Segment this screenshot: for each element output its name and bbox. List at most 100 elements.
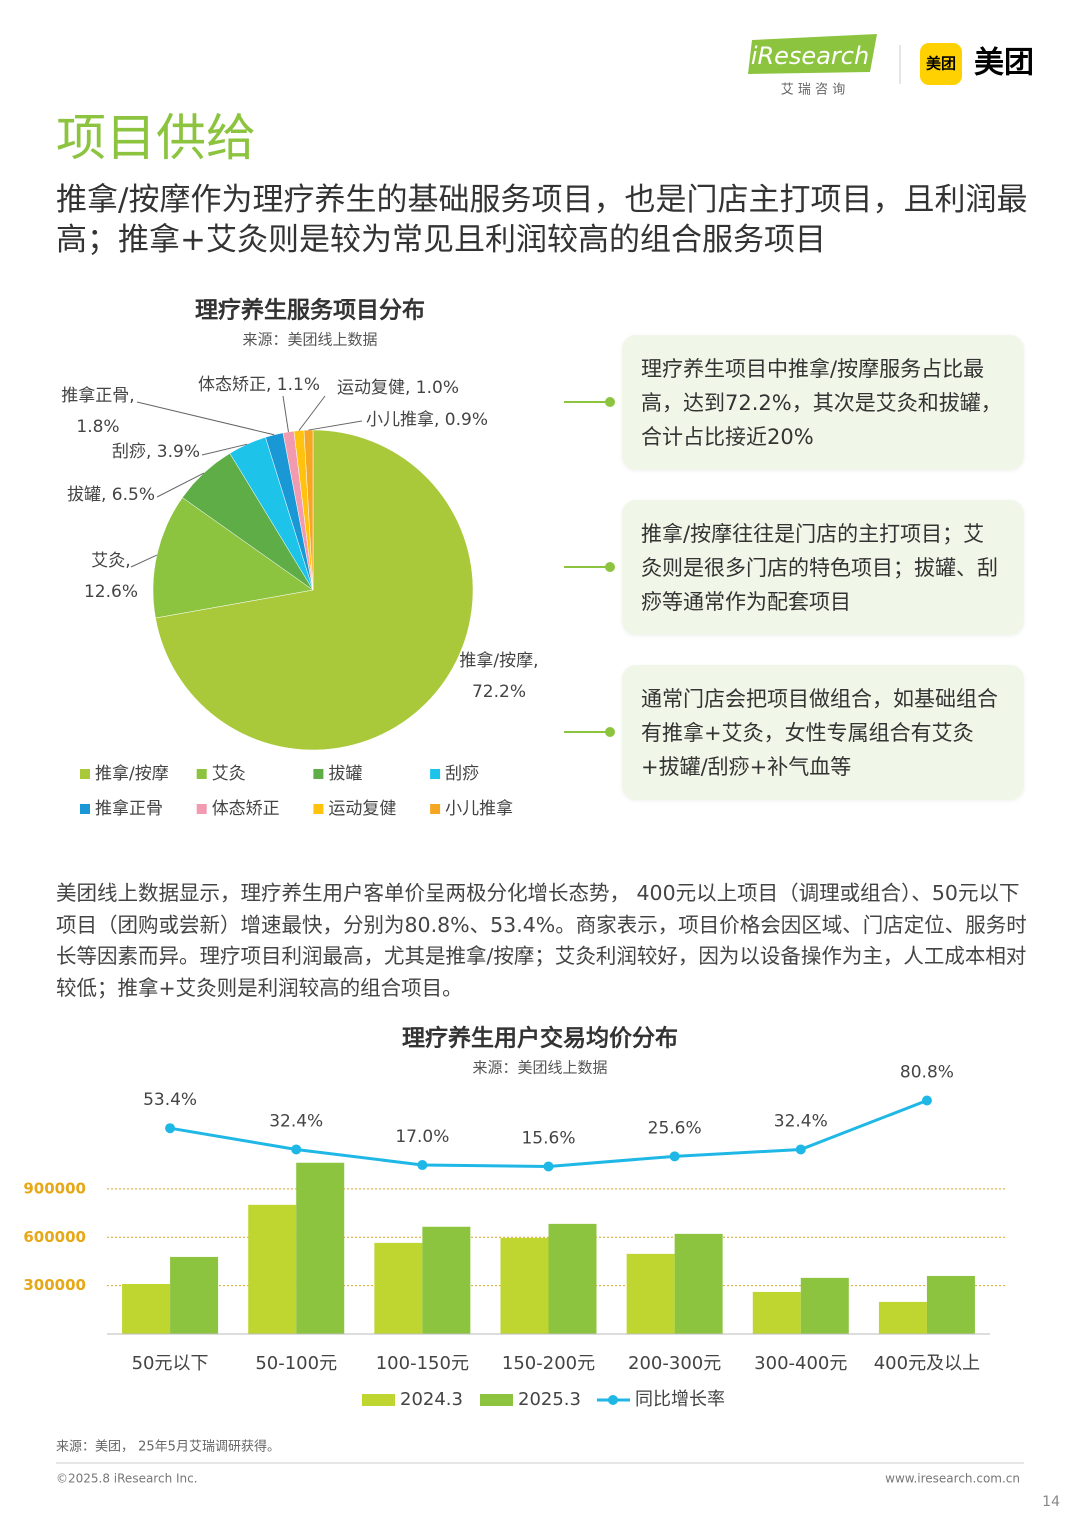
bar: [674, 1233, 723, 1334]
data-label: 艾灸, 12.6%: [84, 551, 138, 602]
data-label: 25.6%: [648, 1118, 702, 1138]
bar: [296, 1162, 345, 1334]
legend-swatch: [196, 769, 207, 779]
x-tick-label: 50-100元: [255, 1353, 337, 1374]
bar: [122, 1284, 171, 1334]
pie-slice: [155, 429, 474, 751]
bar: [752, 1291, 801, 1334]
bar: [422, 1226, 471, 1334]
bar: [548, 1223, 597, 1334]
line-point: [417, 1160, 428, 1171]
title: 项目供给: [56, 109, 256, 167]
callout: 通常门店会把项目做组合，如基础组合有推拿+艾灸，女性专属组合有艾灸+拔罐/刮痧+…: [622, 665, 1024, 800]
legend-label: 推拿/按摩: [95, 763, 169, 784]
callout: 理疗养生项目中推拿/按摩服务占比最高，达到72.2%，其次是艾灸和拔罐，合计占比…: [622, 335, 1024, 470]
subtitle: 推拿/按摩作为理疗养生的基础服务项目，也是门店主打项目，且利润最高；推拿+艾灸则…: [56, 182, 1028, 258]
data-label: 体态矫正, 1.1%: [198, 375, 320, 395]
data-label: 17.0%: [395, 1127, 449, 1147]
legend-label: 刮痧: [445, 764, 479, 784]
legend-label: 体态矫正: [212, 799, 280, 819]
data-label: 80.8%: [900, 1062, 954, 1082]
leader-line: [308, 420, 363, 431]
legend-label: 艾灸: [212, 764, 246, 784]
line-point: [795, 1144, 806, 1155]
logo-sub: 艾 瑞 咨 询: [781, 83, 845, 98]
leader-line: [298, 395, 326, 431]
legend-swatch: [313, 804, 324, 814]
line-point: [543, 1161, 554, 1172]
legend-label: 拔罐: [328, 764, 362, 784]
leader-line: [156, 472, 205, 498]
label-line: 1.8%: [76, 417, 119, 437]
badge: [920, 43, 962, 85]
chart-subtitle: 来源：美团线上数据: [242, 331, 377, 349]
data-label: 刮痧, 3.9%: [112, 442, 200, 462]
x-tick-label: 50元以下: [132, 1353, 209, 1374]
y-tick-label: 900000: [23, 1179, 86, 1197]
bar: [500, 1237, 549, 1334]
partner-badge: 美团: [926, 55, 956, 73]
legend-swatch: [430, 769, 441, 779]
y-tick-label: 300000: [23, 1276, 86, 1294]
y-tick-label: 600000: [23, 1228, 86, 1246]
leader-line: [282, 395, 289, 432]
paragraph: 美团线上数据显示，理疗养生用户客单价呈两极分化增长态势， 400元以上项目（调理…: [56, 881, 1027, 1000]
legend-label: 推拿正骨: [95, 798, 163, 819]
x-tick-label: 300-400元: [754, 1353, 847, 1374]
copyright: ©2025.8 iResearch Inc.: [56, 1472, 198, 1486]
bar: [374, 1242, 423, 1334]
data-label: 32.4%: [269, 1111, 323, 1131]
legend-swatch: [608, 1395, 618, 1405]
x-tick-label: 400元及以上: [874, 1353, 980, 1374]
bar: [626, 1253, 675, 1334]
legend-swatch: [430, 804, 441, 814]
label-line: 72.2%: [472, 682, 526, 702]
data-label: 53.4%: [143, 1090, 197, 1110]
legend-swatch: [313, 769, 324, 779]
label-line: 艾灸,: [91, 551, 130, 571]
callout: 推拿/按摩往往是门店的主打项目；艾灸则是很多门店的特色项目；拔罐、刮痧等通常作为…: [622, 500, 1024, 635]
pie-slice: [152, 497, 314, 619]
website: www.iresearch.com.cn: [885, 1472, 1020, 1486]
data-label: 拔罐, 6.5%: [67, 485, 155, 505]
x-tick-label: 150-200元: [502, 1353, 595, 1374]
bar: [800, 1277, 849, 1334]
data-label: 32.4%: [774, 1111, 828, 1131]
callout-dot: [605, 397, 615, 407]
leader-line: [136, 401, 275, 436]
bar: [878, 1301, 927, 1334]
data-label: 推拿/按摩, 72.2%: [459, 650, 538, 702]
chart-title: 理疗养生用户交易均价分布: [402, 1025, 678, 1052]
partner: 美团: [974, 46, 1034, 81]
chart-subtitle: 来源：美团线上数据: [472, 1059, 607, 1077]
logo-shape: [748, 34, 877, 74]
line-point: [921, 1095, 932, 1106]
x-tick-label: 200-300元: [628, 1353, 721, 1374]
callout-dot: [605, 562, 615, 572]
callout-dot: [605, 727, 615, 737]
legend-label: 运动复健: [328, 799, 396, 819]
legend-swatch: [480, 1394, 513, 1406]
legend-swatch: [362, 1394, 395, 1406]
line-point: [165, 1123, 176, 1134]
line-point: [291, 1144, 302, 1155]
logo: iResearch: [751, 42, 869, 70]
pie-slice: [303, 429, 314, 591]
bar: [926, 1275, 975, 1334]
data-label: 运动复健, 1.0%: [337, 378, 459, 398]
source: 来源：美团， 25年5月艾瑞调研获得。: [56, 1439, 280, 1455]
legend-swatch: [196, 804, 207, 814]
legend-label: 同比增长率: [635, 1389, 725, 1410]
legend-label: 2025.3: [518, 1389, 581, 1410]
data-label: 推拿正骨, 1.8%: [61, 385, 134, 437]
data-label: 15.6%: [521, 1128, 575, 1148]
label-line: 12.6%: [84, 582, 138, 602]
line-point: [669, 1151, 680, 1162]
legend-swatch: [80, 769, 90, 779]
leader-line: [130, 554, 158, 568]
data-label: 小儿推拿, 0.9%: [366, 409, 488, 430]
bar: [170, 1256, 219, 1334]
bar: [248, 1204, 297, 1334]
